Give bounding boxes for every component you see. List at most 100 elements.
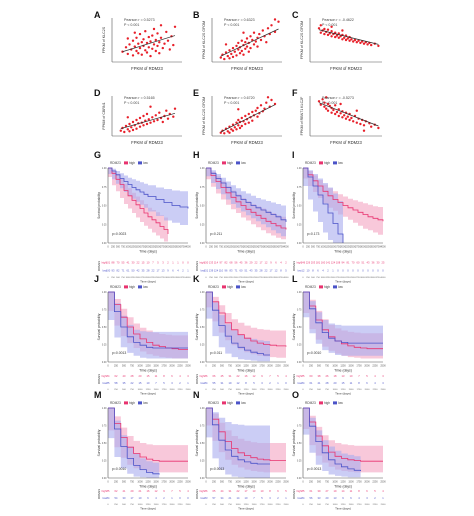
legend-label-high: high (227, 285, 233, 289)
risk-table-label: RDM23 (97, 374, 101, 385)
data-point (158, 111, 161, 114)
x-tick-label: 750 (228, 481, 233, 484)
risk-table-cell: 4 (155, 496, 157, 500)
risk-table-cell: 54 (115, 496, 118, 500)
data-point (128, 130, 131, 133)
risk-table-cell: 4 (374, 374, 376, 378)
risk-table-cell: 1 (172, 261, 174, 265)
ci-band-low (303, 292, 383, 356)
risk-table-cell: 0 (187, 496, 189, 500)
risk-table-cell: 0 (187, 261, 189, 265)
data-point (223, 57, 226, 61)
data-point (323, 27, 326, 31)
risk-table-cell: 13 (162, 269, 165, 273)
risk-x-tick-label: 3000 (166, 277, 172, 279)
risk-x-tick-label: 4000 (381, 277, 387, 279)
risk-table-cell: 14 (342, 489, 345, 493)
risk-table-cell: 1 (332, 269, 334, 273)
y-tick-label: 0.75 (102, 425, 107, 428)
data-point (334, 112, 337, 116)
risk-table-cell: 0 (357, 269, 359, 273)
correlation-annotation: Pearson r = 0.6720 (224, 96, 255, 100)
risk-table-cell: 101 (106, 261, 111, 265)
legend: RDM23 high low (305, 161, 343, 165)
risk-table-cell: 16 (147, 489, 150, 493)
data-point (173, 107, 177, 110)
x-tick-label: 500 (220, 481, 225, 484)
risk-table-cell: 34 (221, 496, 224, 500)
x-tick-label: 1000 (235, 365, 241, 368)
survival-line-low (206, 291, 270, 356)
risk-table-cell: 151 (204, 269, 209, 273)
x-tick-label: 2000 (169, 481, 175, 484)
legend-title: RDM23 (305, 401, 316, 405)
risk-table-cell: 10 (307, 269, 310, 273)
x-tick-label: 2000 (364, 481, 370, 484)
data-point (168, 48, 171, 51)
correlation-annotation: Pearson r = 0.5273 (124, 18, 155, 22)
legend-label-low: low (143, 161, 148, 165)
risk-x-tick-label: 1250 (131, 277, 137, 279)
risk-x-tick-label: 1500 (136, 277, 142, 279)
data-point (145, 122, 149, 126)
risk-table-cell: 70 (117, 261, 120, 265)
x-tick-label: 2500 (350, 246, 356, 249)
y-tick-label: 0.00 (102, 361, 107, 364)
legend-swatch-low (333, 161, 337, 165)
risk-table-cell: 108 (336, 261, 341, 265)
data-point (256, 115, 259, 118)
risk-x-tick-label: 2250 (346, 277, 352, 279)
risk-table-cell: 7 (358, 374, 360, 378)
panel-letter-f: F (292, 88, 298, 98)
data-point (323, 101, 326, 104)
risk-x-tick-label: 1750 (260, 389, 266, 391)
data-point (339, 112, 342, 115)
risk-table-cell: 43 (367, 261, 370, 265)
risk-x-tick-label: 2500 (186, 389, 192, 391)
risk-x-tick-label: 1750 (336, 277, 342, 279)
data-point (145, 51, 149, 54)
risk-x-tick-label: 0 (107, 389, 109, 391)
data-point (247, 50, 250, 53)
x-tick-label: 750 (228, 365, 233, 368)
data-point (224, 43, 228, 46)
risk-table-cell: 28 (260, 269, 263, 273)
risk-table-cell: 84 (302, 496, 305, 500)
risk-x-tick-label: 1000 (321, 277, 327, 279)
survival-line-low (303, 291, 383, 344)
risk-table-cell: 22 (237, 374, 240, 378)
x-axis-label: FPKM of RDM23 (231, 66, 263, 71)
data-point (270, 98, 273, 102)
risk-table-cell: 22 (265, 269, 268, 273)
legend-swatch-low (138, 285, 142, 289)
x-tick-label: 3250 (170, 246, 176, 249)
panel-letter-j: J (94, 274, 99, 284)
risk-table: RDM23 high 246 226 203 181 160 141 124 108 94 81 70 6… (292, 261, 386, 284)
panel-letter-g: G (94, 150, 101, 160)
y-tick-label: 0.00 (200, 477, 205, 480)
x-tick-label: 3500 (273, 246, 279, 249)
risk-row-name-low: low (298, 496, 302, 500)
data-point (158, 41, 161, 44)
risk-row-name-low: low (103, 381, 107, 385)
fit-line (122, 35, 176, 53)
risk-table-cell: 2 (374, 496, 376, 500)
x-tick-label: 2000 (169, 365, 175, 368)
risk-table-cell: 38 (318, 374, 321, 378)
data-point (230, 128, 233, 131)
risk-table-cell: 17 (270, 269, 273, 273)
risk-x-tick-label: 1250 (146, 504, 152, 506)
y-axis-label: Survival probability (97, 192, 101, 219)
risk-row-name-high: high (297, 261, 302, 265)
data-point (344, 38, 348, 42)
data-point (159, 24, 163, 27)
risk-table-label: RDM23 (97, 261, 101, 272)
risk-table-cell: 82 (225, 261, 228, 265)
risk-row-name-low: low (298, 269, 302, 273)
risk-x-tick-label: 1750 (260, 504, 266, 506)
data-point (238, 126, 242, 130)
panel-letter-i: I (292, 150, 295, 160)
